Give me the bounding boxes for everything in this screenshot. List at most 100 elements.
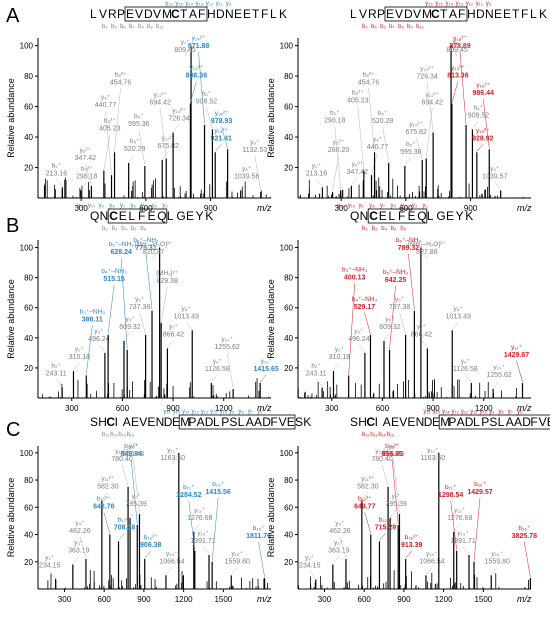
peak-connector [450,500,457,550]
peak-connector [332,556,340,564]
x-tick-label: 900 [204,204,218,213]
sequence-residue: P [188,415,196,429]
peak-mz-label: 737.38 [129,304,151,311]
fragment-label-top: y₇ [380,203,385,209]
peak-connector [105,111,112,175]
peak-label: [MH₂–H₂O]²⁺ [408,241,446,248]
sequence-box [107,208,168,224]
sequence-residue: K [303,415,311,429]
y-tick-label: 40 [284,334,293,343]
sequence-residue: L [498,415,505,429]
peak-label: b₁₂⁺ [474,481,486,488]
peak-connector [231,567,238,575]
peak-mz-label: 1039.57 [482,173,507,180]
peak-label: y₁₁⁺ [427,447,439,454]
sequence-residue: A [123,415,131,429]
y-tick-label: 60 [24,304,33,313]
fragment-label-top: y₁₀ [348,203,356,209]
sequence-residue: D [424,415,433,429]
peak-label: y₃⁺ [94,328,104,335]
fragment-label-top: y₁₁ [337,203,344,209]
peak-connector [165,567,173,575]
peak-connector [482,99,490,149]
sequence-residue: D [476,7,485,21]
sequence-residue: E [172,415,180,429]
sequence-residue: D [144,7,153,21]
peak-label: b₁₆⁺ [253,525,265,532]
fragment-label-bottom: b₅ [371,24,377,30]
peak-mz-label: 795.39 [125,501,147,508]
fragment-label-top: y₇ [248,409,253,415]
peak-mz-label: 829.38 [156,278,178,285]
peak-label: y₄⁺ [335,520,345,527]
sequence-residue: L [427,209,434,223]
peak-connector [56,179,63,187]
peak-connector [404,157,412,166]
peak-connector [172,124,180,132]
peak-label: y₃⁺ [334,539,344,546]
y-tick-label: 40 [24,334,33,343]
peak-label: y₁₃⁺ [197,530,209,537]
sequence-residue: E [243,7,251,21]
y-tick-label: 60 [24,103,33,112]
peak-connector [364,512,372,534]
y-tick-label: 60 [24,503,33,512]
fragment-label-top: y₁₂ [466,1,474,7]
peak-label: y₈⁺ [389,443,399,450]
peak-connector [131,459,138,525]
peak-label: b₂⁺ [311,362,321,369]
sequence-box [367,208,428,224]
peak-mz-label: 310.18 [329,354,351,361]
peak-connector [451,81,459,103]
peak-label: b₆⁺–NH₃ [133,237,159,244]
peak-mz-label: 213.16 [306,170,328,177]
peak-label: b₅⁺ [378,110,388,117]
peak-mz-label: 1429.57 [467,489,492,496]
peak-connector [103,512,111,534]
fragment-label-top: y₉ [486,1,492,7]
peak-mz-label: 694.42 [150,99,172,106]
peak-connector [153,246,160,259]
peak-mz-label: 1276.68 [447,515,472,522]
peak-label: y₁₁⁺ [261,358,273,365]
peak-connector [120,257,128,349]
x-tick-label: 300 [334,204,348,213]
peak-connector [139,312,146,334]
x-axis-label: m/z [257,203,272,213]
peak-mz-label: 780.40 [371,456,393,463]
sequence-residue: F [198,7,205,21]
fragment-label-bottom: b₂ [362,24,368,30]
peak-label: y₄⁺ [373,136,383,143]
peak-connector [55,379,63,387]
peak-mz-label: 708.28 [114,524,136,531]
peak-label: y₃²⁺ [333,139,345,146]
fragment-label-bottom: b₇ [389,24,394,30]
peak-mz-label: 737.38 [389,304,411,311]
x-tick-label: 900 [137,595,151,604]
peak-mz-label: 871.88 [188,43,210,50]
fragment-label-bottom: b₁₅ [378,432,386,438]
sequence-residue: A [189,7,197,21]
peak-connector [259,374,267,383]
sequence-residue: V [139,415,147,429]
peak-connector [167,340,174,348]
peak-mz-label: 1126.58 [205,366,230,373]
fragment-label-top: y₁₃ [191,409,199,415]
peak-label: y₃⁺ [354,328,364,335]
peak-connector [450,44,458,57]
peak-connector [49,571,56,579]
peak-connector [494,182,501,190]
peak-mz-label: 795.39 [385,501,407,508]
fragment-label-top: y₁₂ [201,409,209,415]
fragment-label-bottom: b₃ [372,226,378,232]
peak-mz-label: 906.38 [140,542,162,549]
peak-label: y₂⁺ [305,554,315,561]
peak-label: y₁₅²⁺ [214,127,228,134]
peak-mz-label: 856.85 [381,451,403,458]
peak-mz-label: 440.77 [95,102,117,109]
sequence-residue: M [180,415,190,429]
fragment-label-bottom: b₉ [407,24,413,30]
sequence-residue: E [408,209,416,223]
peak-label: y₉⁺ [213,358,223,365]
